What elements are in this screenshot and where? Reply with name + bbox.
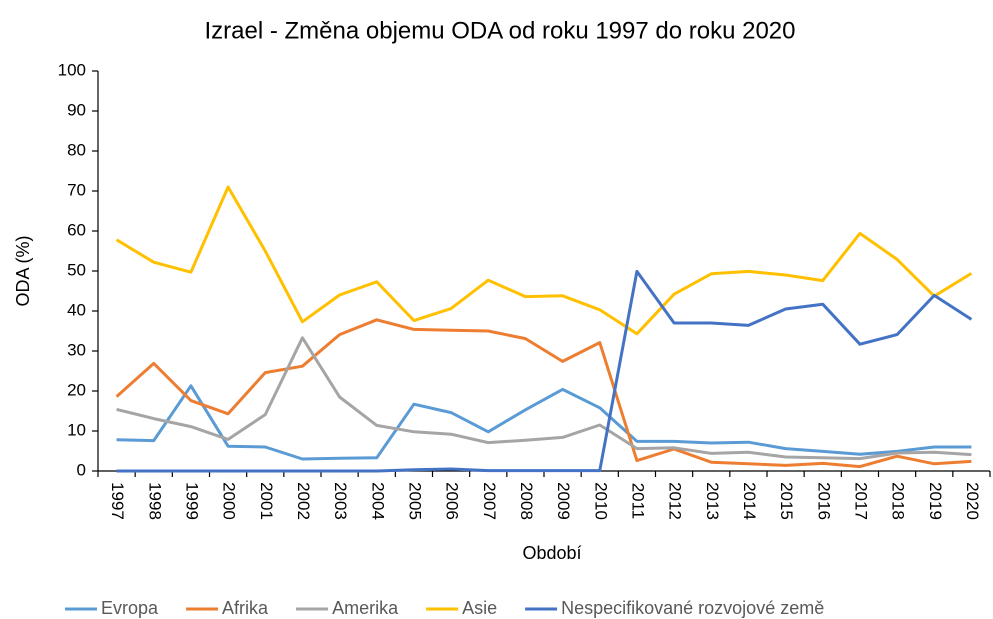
x-tick-label: 2005	[405, 482, 424, 520]
series-line	[116, 336, 972, 461]
y-tick-label: 50	[67, 260, 86, 279]
legend-label: Evropa	[101, 598, 159, 618]
x-tick-label: 2013	[703, 482, 722, 520]
y-axis-label: ODA (%)	[13, 235, 33, 306]
x-tick-label: 2009	[554, 482, 573, 520]
x-tick-label: 1999	[182, 482, 201, 520]
series-line	[116, 269, 973, 473]
series-line	[115, 185, 973, 336]
y-tick-label: 60	[67, 220, 86, 239]
x-tick-label: 2008	[517, 482, 536, 520]
x-tick-label: 2003	[331, 482, 350, 520]
x-tick-label: 2000	[220, 482, 239, 520]
x-axis-label: Období	[522, 543, 581, 563]
x-tick-label: 2019	[926, 482, 945, 520]
legend-label: Asie	[462, 598, 497, 618]
series-line	[116, 384, 972, 461]
legend-label: Afrika	[222, 598, 269, 618]
y-tick-label: 0	[77, 460, 86, 479]
x-tick-label: 1997	[108, 482, 127, 520]
y-tick-label: 40	[67, 300, 86, 319]
legend-label: Amerika	[332, 598, 399, 618]
x-tick-label: 2010	[591, 482, 610, 520]
x-tick-label: 2002	[294, 482, 313, 520]
x-tick-label: 2007	[480, 482, 499, 520]
y-tick-label: 100	[58, 60, 86, 79]
legend-label: Nespecifikované rozvojové země	[561, 598, 824, 618]
y-tick-label: 70	[67, 180, 86, 199]
x-tick-label: 2020	[963, 482, 982, 520]
x-tick-label: 2004	[368, 482, 387, 520]
x-tick-label: 2014	[740, 482, 759, 520]
x-tick-label: 2011	[628, 483, 647, 520]
x-tick-label: 2015	[777, 482, 796, 520]
x-tick-label: 2012	[666, 482, 685, 520]
x-tick-label: 2018	[889, 482, 908, 520]
y-tick-label: 20	[67, 380, 86, 399]
y-tick-label: 30	[67, 340, 86, 359]
y-tick-label: 10	[67, 420, 86, 439]
x-tick-label: 2006	[443, 482, 462, 520]
x-tick-label: 1998	[145, 482, 164, 520]
y-tick-label: 80	[67, 140, 86, 159]
x-tick-label: 2001	[257, 482, 276, 520]
x-tick-label: 2016	[814, 482, 833, 520]
x-tick-label: 2017	[851, 482, 870, 520]
series-line	[115, 318, 972, 469]
chart-title: Izrael - Změna objemu ODA od roku 1997 d…	[205, 17, 796, 44]
y-tick-label: 90	[67, 100, 86, 119]
